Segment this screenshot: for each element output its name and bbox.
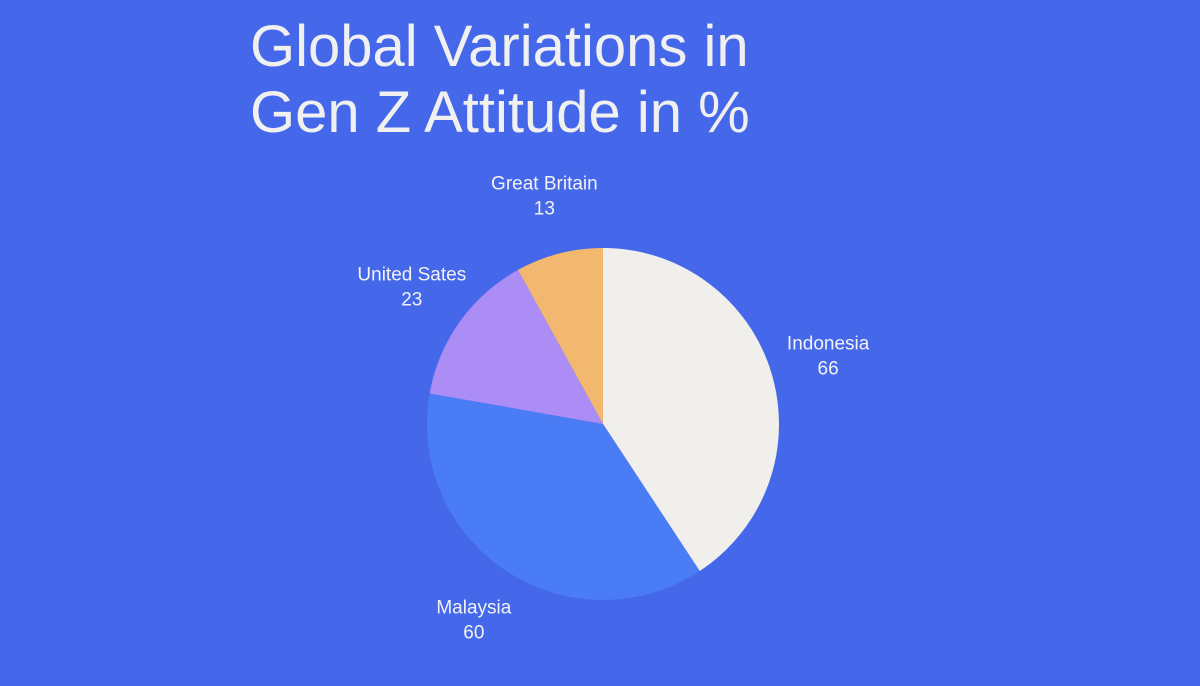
value-label: 60 <box>463 622 484 643</box>
pie-slice <box>517 248 603 424</box>
value-label: 66 <box>818 359 839 380</box>
slice-label: Great Britain <box>491 173 598 194</box>
pie-slice <box>429 269 603 424</box>
slice-label: Indonesia <box>787 334 870 355</box>
chart-title: Global Variations in Gen Z Attitude in % <box>250 14 750 145</box>
value-label: 23 <box>401 289 422 310</box>
value-label: 13 <box>534 198 555 219</box>
pie-slice <box>427 393 700 600</box>
slice-label: United Sates <box>357 264 466 285</box>
pie-slice <box>603 248 779 572</box>
slice-label: Malaysia <box>436 597 511 618</box>
